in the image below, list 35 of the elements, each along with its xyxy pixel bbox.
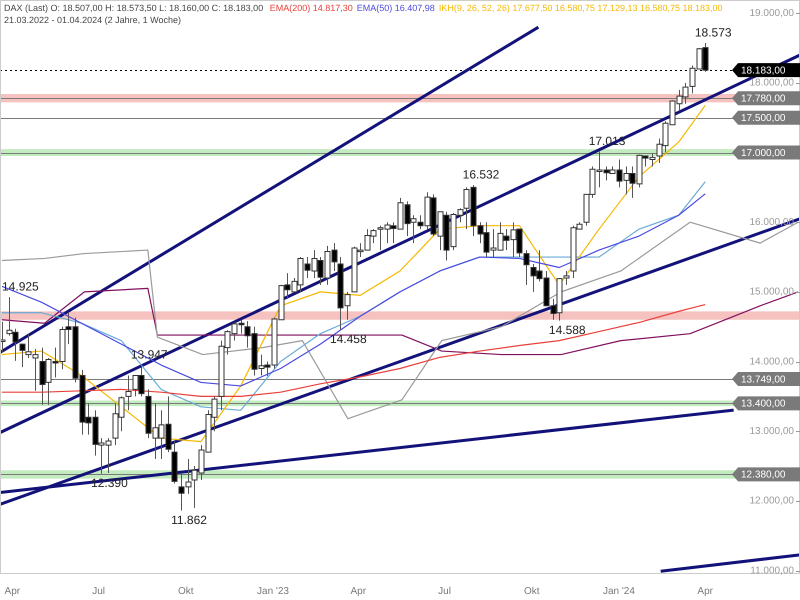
y-tick-label: 12.000,00: [750, 496, 794, 507]
annotation: 14.458: [330, 332, 367, 346]
annotation: O: 18.507,00 H: 18.573,50 L: 18.160,00 C: 18.183,00: [50, 3, 264, 13]
annotation: 16.532: [462, 167, 500, 182]
y-tick-label: 13.000,00: [750, 426, 794, 437]
chart-title: DAX (Last): [4, 3, 48, 13]
ref-line-label: 12.380,00: [741, 470, 786, 481]
ref-line-label: 17.000,00: [741, 148, 786, 159]
y-tick-label: 14.000,00: [750, 356, 794, 368]
x-tick-label: Apr: [350, 586, 367, 597]
x-tick-label: Jan '24: [602, 586, 636, 597]
x-tick-label: Okt: [524, 586, 540, 597]
ref-line-label: 13.400,00: [741, 398, 786, 410]
text: IKH(9, 26, 52, 26) 17.677,50 16.580,75 17.129,13 16.580,75 18.183,00: [438, 3, 723, 13]
annotation: 14.588: [548, 322, 586, 337]
text: 21.03.2022 - 01.04.2024 (2 Jahre, 1 Woche): [4, 14, 182, 26]
annotation: 14.925: [2, 279, 40, 294]
y-tick-label: 19.000,00: [750, 8, 794, 19]
annotation: 18.573: [694, 25, 732, 40]
y-tick-label: 18.000,00: [750, 78, 794, 89]
text: EMA(200) 14.817,30: [270, 3, 353, 13]
x-tick-label: Apr: [4, 586, 21, 597]
text: EMA(50) 16.407,98: [356, 3, 435, 13]
y-tick-label: 15.000,00: [750, 286, 794, 298]
y-tick-label: 11.000,00: [750, 565, 794, 576]
ref-line-label: 13.749,00: [741, 374, 786, 386]
annotation: 11.862: [171, 512, 208, 527]
ref-line-label: 17.780,00: [741, 93, 786, 104]
x-tick-label: Apr: [697, 586, 714, 597]
ref-line-label: 18.183,00: [741, 65, 786, 76]
x-tick-label: Jul: [438, 586, 451, 597]
x-tick-label: Jan '23: [257, 586, 290, 597]
x-tick-label: Jul: [92, 586, 105, 597]
ref-line-label: 17.500,00: [741, 112, 786, 124]
x-tick-label: Okt: [178, 586, 194, 597]
